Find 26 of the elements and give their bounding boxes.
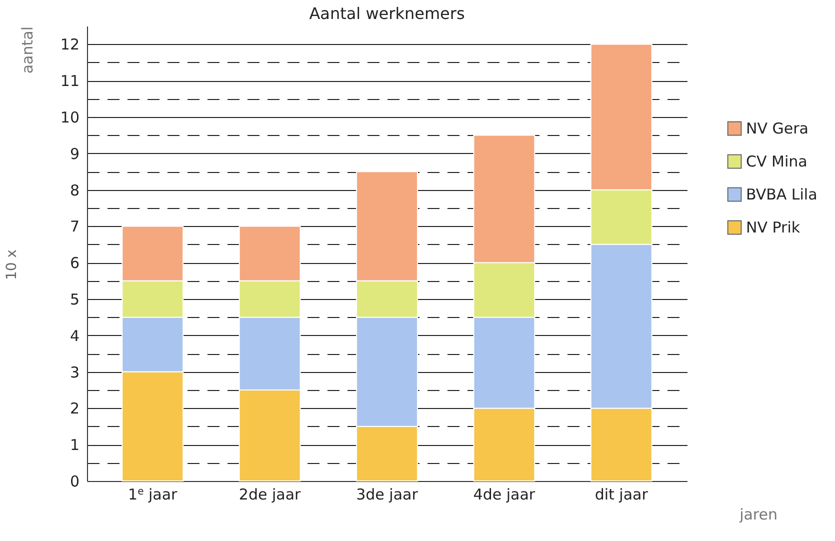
y-tick-label: 6 bbox=[70, 254, 80, 272]
y-tick-label: 2 bbox=[70, 400, 80, 418]
chart-title: Aantal werknemers bbox=[309, 4, 465, 23]
x-tick-label: 3de jaar bbox=[356, 486, 419, 504]
y-tick-label: 8 bbox=[70, 181, 80, 200]
x-tick-label: 1$^{e}$ jaar bbox=[128, 486, 178, 504]
y-tick-label: 12 bbox=[60, 36, 80, 54]
x-axis-title: jaren bbox=[738, 506, 778, 524]
x-tick-label: dit jaar bbox=[594, 486, 649, 504]
legend-label: CV Mina bbox=[746, 152, 808, 170]
legend-label: NV Prik bbox=[746, 218, 800, 236]
y-axis-title: aantal bbox=[18, 26, 36, 74]
legend-label: BVBA Lila bbox=[746, 186, 818, 204]
x-tick-label: 2de jaar bbox=[238, 486, 302, 504]
y-tick-label: 3 bbox=[70, 363, 80, 382]
x-tick-label: 4de jaar bbox=[473, 486, 536, 504]
legend-label: NV Gera bbox=[746, 120, 808, 138]
y-tick-label: 7 bbox=[70, 218, 80, 236]
y-tick-label: 4 bbox=[70, 326, 80, 345]
y-tick-label: 5 bbox=[70, 290, 80, 308]
y-tick-label: 0 bbox=[70, 472, 80, 490]
y-tick-label: 10 bbox=[60, 108, 80, 126]
text: 10 x bbox=[4, 249, 20, 280]
y-tick-label: 9 bbox=[70, 144, 80, 163]
y-tick-label: 11 bbox=[60, 72, 80, 90]
y-tick-label: 1 bbox=[70, 436, 80, 454]
